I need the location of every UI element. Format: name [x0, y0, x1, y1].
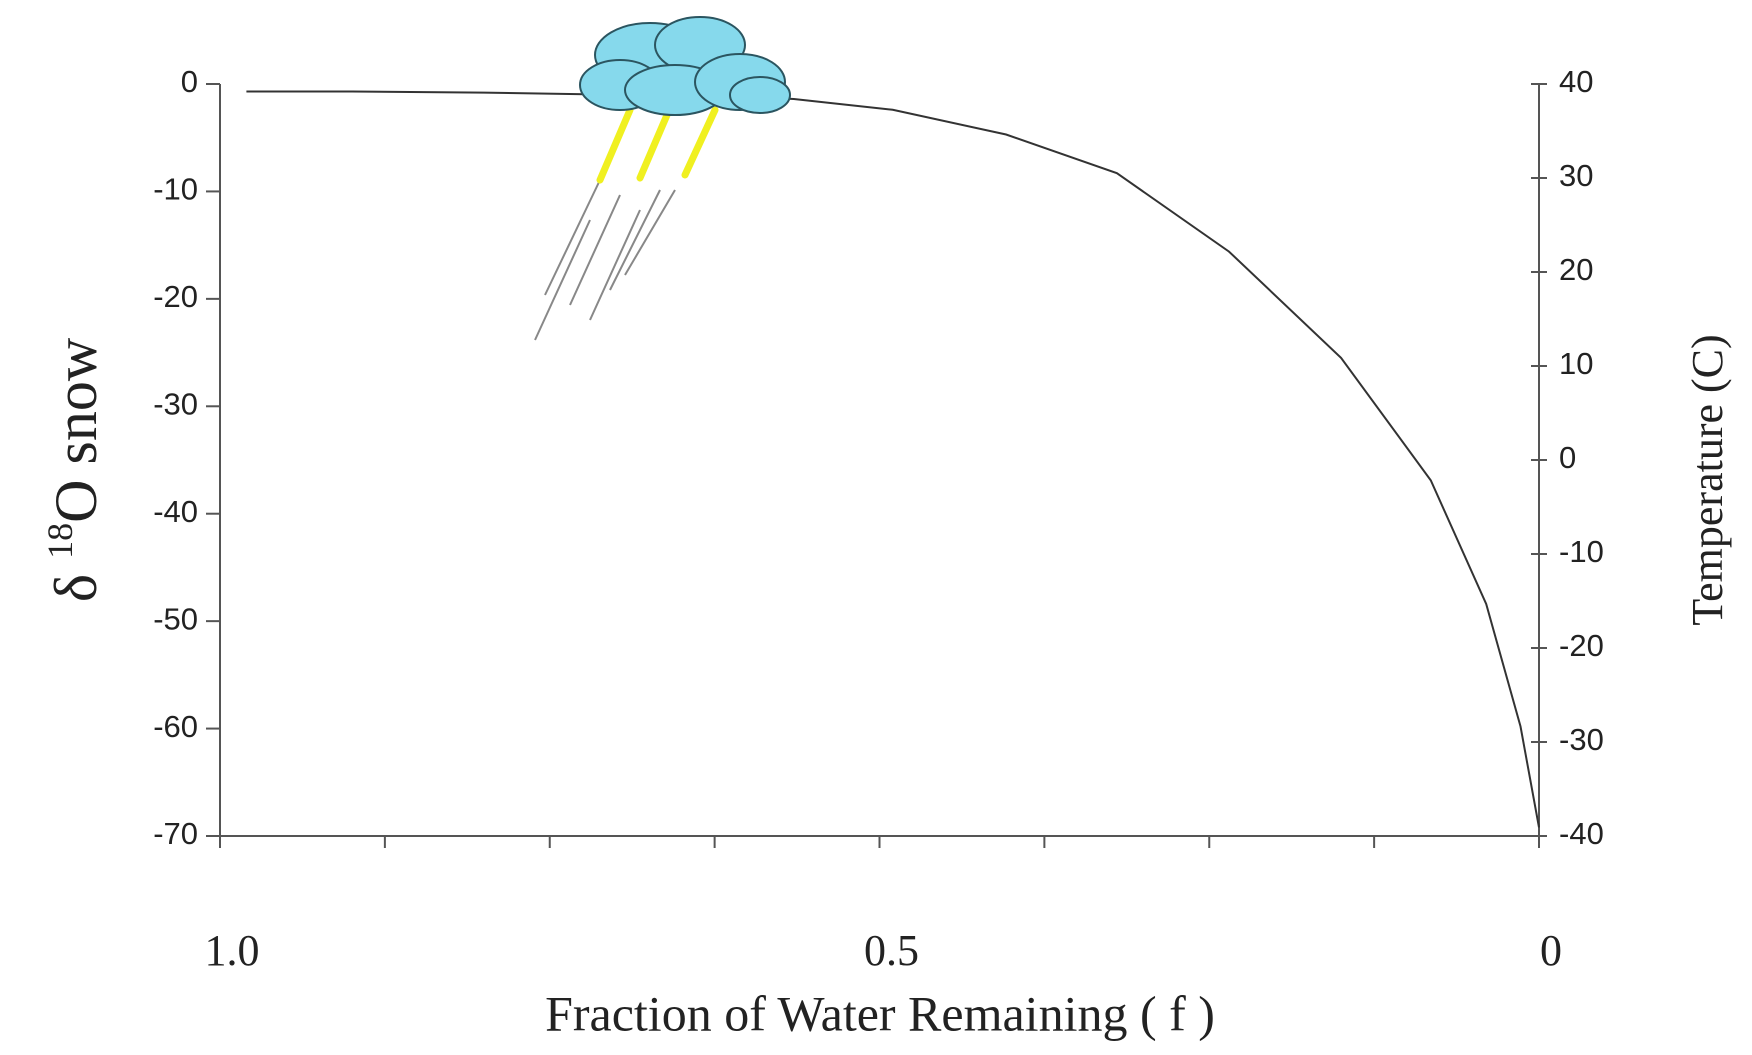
- y-title-part: O snow: [43, 337, 109, 523]
- y-tick-label: -20: [153, 279, 198, 314]
- y2-tick-label: -10: [1559, 534, 1604, 569]
- y-axis-title: δ 18O snow: [40, 337, 109, 602]
- lightning: [685, 110, 715, 175]
- y2-tick-label: -30: [1559, 722, 1604, 757]
- y-tick-label: -50: [153, 601, 198, 636]
- rain-streak: [625, 190, 675, 275]
- y-title-sup: 18: [40, 523, 80, 559]
- y-tick-label: -40: [153, 494, 198, 529]
- y2-tick-label: 30: [1559, 158, 1593, 193]
- x-axis-title: Fraction of Water Remaining ( f ): [545, 985, 1215, 1041]
- lightning: [640, 108, 670, 178]
- lightning: [600, 110, 630, 180]
- y-tick-label: -60: [153, 709, 198, 744]
- y2-tick-label: 10: [1559, 346, 1593, 381]
- rain-streak: [545, 180, 600, 295]
- y2-tick-label: 0: [1559, 440, 1576, 475]
- x-tick-label: 0.5: [864, 926, 919, 975]
- rain-streak: [570, 195, 620, 305]
- y2-tick-label: 40: [1559, 64, 1593, 99]
- y-tick-label: -30: [153, 386, 198, 421]
- y2-tick-label: -20: [1559, 628, 1604, 663]
- y2-tick-label: 20: [1559, 252, 1593, 287]
- rain-streak: [590, 210, 640, 320]
- y2-axis-title: Temperature (C): [1683, 334, 1732, 625]
- data-line: [246, 92, 1539, 828]
- y2-tick-label: -40: [1559, 816, 1604, 851]
- x-tick-label: 1.0: [205, 926, 260, 975]
- y-tick-label: 0: [181, 64, 198, 99]
- y-title-part: δ: [43, 574, 109, 602]
- y-tick-label: -70: [153, 816, 198, 851]
- cloud-puff: [730, 77, 790, 113]
- y-tick-label: -10: [153, 172, 198, 207]
- x-tick-label: 0: [1540, 926, 1562, 975]
- rain-streak: [610, 190, 660, 290]
- chart: δ 18O snow Fraction of Water Remaining (…: [0, 0, 1752, 1055]
- cloud-icon: [535, 17, 790, 340]
